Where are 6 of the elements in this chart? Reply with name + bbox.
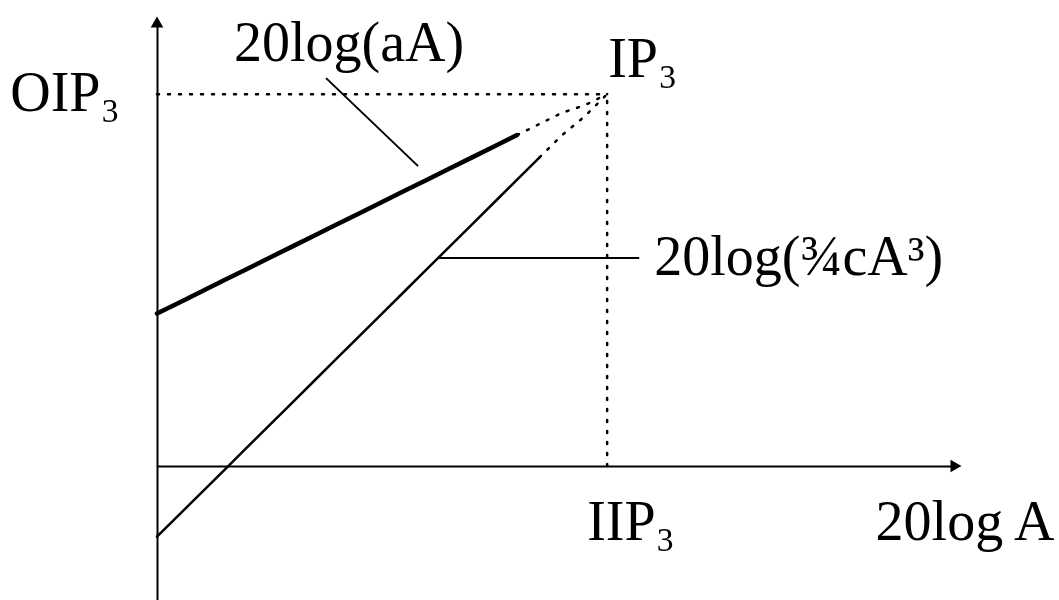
x-axis-title: 20log A [875, 489, 1056, 552]
ref-line-label: OIP₃ [10, 61, 120, 124]
legend-label: 20log(aA) [234, 11, 465, 75]
legend-label: 20log(¾cA³) [654, 224, 944, 288]
annotation: IIP₃ [587, 490, 676, 553]
text: IP₃ [608, 27, 678, 90]
